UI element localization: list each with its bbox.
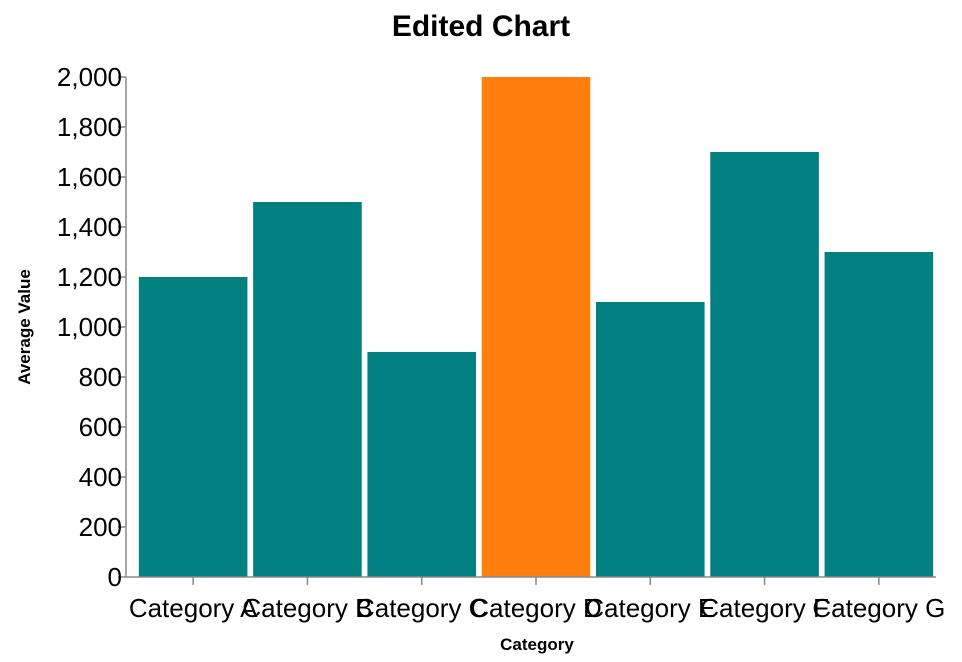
y-tick-label: 0 bbox=[108, 562, 122, 592]
y-tick-label: 600 bbox=[79, 412, 122, 442]
y-tick-label: 1,000 bbox=[57, 312, 122, 342]
y-tick-label: 2,000 bbox=[57, 62, 122, 92]
x-axis-title: Category bbox=[500, 635, 574, 654]
x-tick-label: Category E bbox=[585, 593, 715, 623]
bar-category-b bbox=[253, 202, 362, 577]
x-tick-label: Category G bbox=[812, 593, 945, 623]
y-tick-label: 800 bbox=[79, 362, 122, 392]
bar-category-c bbox=[367, 352, 476, 577]
chart-title: Edited Chart bbox=[392, 10, 570, 43]
y-tick-label: 1,600 bbox=[57, 162, 122, 192]
x-tick-label: Category F bbox=[700, 593, 829, 623]
x-tick-label: Category D bbox=[470, 593, 602, 623]
bar-category-d bbox=[481, 77, 591, 577]
bars-group bbox=[138, 77, 934, 577]
bar-category-g bbox=[824, 252, 934, 577]
y-tick-label: 1,800 bbox=[57, 112, 122, 142]
y-tick-label: 1,400 bbox=[57, 212, 122, 242]
y-axis: 0 200 400 600 800 1,000 1,200 1,400 1,600 1,800 2,… bbox=[57, 62, 127, 592]
bar-category-e bbox=[596, 302, 705, 577]
y-axis-title: Average Value bbox=[15, 269, 34, 385]
y-tick-label: 1,200 bbox=[57, 262, 122, 292]
bar-category-a bbox=[138, 277, 248, 577]
y-tick-label: 200 bbox=[79, 512, 122, 542]
x-tick-label: Category A bbox=[129, 593, 258, 623]
y-tick-label: 400 bbox=[79, 462, 122, 492]
x-tick-label: Category C bbox=[356, 593, 488, 623]
x-tick-label: Category B bbox=[242, 593, 372, 623]
bar-category-f bbox=[710, 152, 819, 577]
